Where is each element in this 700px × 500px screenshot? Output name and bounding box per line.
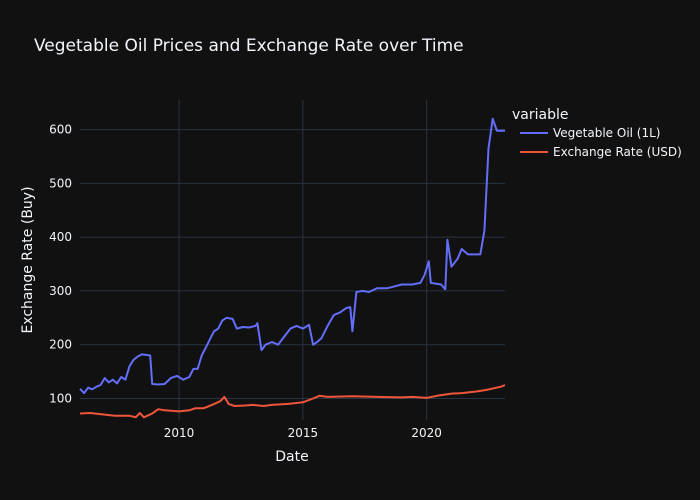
- chart-title: Vegetable Oil Prices and Exchange Rate o…: [34, 36, 464, 56]
- x-tick-label: 2020: [411, 426, 442, 440]
- legend-items: Vegetable Oil (1L) Exchange Rate (USD): [520, 126, 682, 159]
- y-tick-label: 500: [49, 176, 72, 190]
- legend-label: Vegetable Oil (1L): [553, 126, 660, 140]
- x-axis-label: Date: [275, 449, 308, 465]
- y-tick-label: 100: [49, 391, 72, 405]
- y-axis-label: Exchange Rate (Buy): [20, 186, 36, 333]
- y-tick-label: 400: [49, 230, 72, 244]
- x-tick-label: 2010: [164, 426, 195, 440]
- y-tick-label: 300: [49, 284, 72, 298]
- series-line: [79, 384, 506, 419]
- grid: [80, 100, 505, 420]
- legend-title: variable: [512, 107, 568, 123]
- legend: variable Vegetable Oil (1L) Exchange Rate…: [512, 107, 682, 159]
- series-line: [79, 117, 505, 395]
- y-tick-label: 200: [49, 338, 72, 352]
- y-axis-ticks: 100 200 300 400 500 600: [49, 123, 72, 406]
- x-axis-ticks: 2010 2015 2020: [164, 426, 442, 440]
- legend-label: Exchange Rate (USD): [553, 145, 682, 159]
- series-lines: [79, 117, 506, 419]
- x-tick-label: 2015: [288, 426, 319, 440]
- y-tick-label: 600: [49, 123, 72, 137]
